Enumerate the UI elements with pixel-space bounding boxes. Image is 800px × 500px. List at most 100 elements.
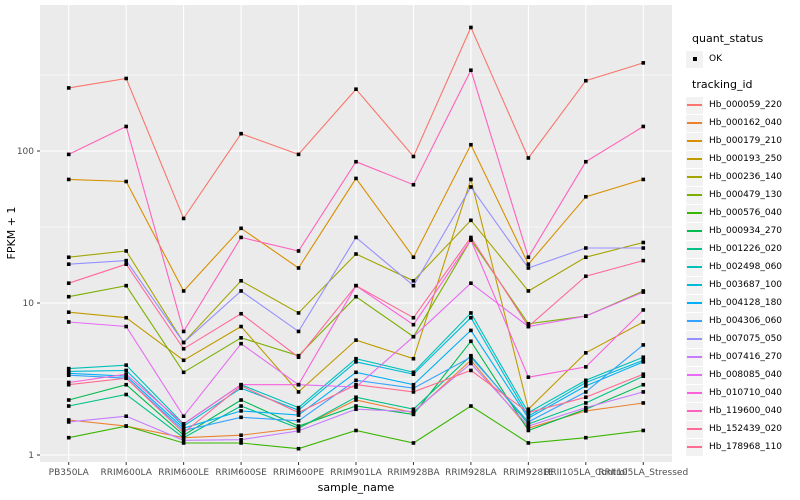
- data-point: [469, 315, 473, 320]
- data-point: [469, 358, 473, 363]
- data-point: [641, 61, 646, 65]
- data-point: [354, 385, 358, 389]
- data-point: [354, 378, 358, 383]
- data-point: [469, 361, 473, 366]
- data-point: [181, 358, 186, 363]
- legend-item-label: Hb_001226_020: [709, 244, 783, 254]
- data-point: [124, 374, 128, 378]
- data-point: [66, 366, 71, 371]
- data-point: [66, 152, 71, 157]
- data-point: [641, 382, 646, 387]
- legend-item-Hb_004306_060: Hb_004306_060: [686, 312, 798, 330]
- data-point: [181, 435, 186, 440]
- line-swatch-icon: [686, 294, 703, 312]
- data-point: [411, 382, 416, 387]
- legend-item-Hb_000059_220: Hb_000059_220: [686, 96, 798, 114]
- data-point: [181, 438, 186, 443]
- data-point: [296, 429, 301, 433]
- data-point: [584, 159, 588, 164]
- data-point: [124, 368, 128, 373]
- data-point: [181, 422, 186, 426]
- data-point: [411, 334, 416, 339]
- data-point: [354, 252, 358, 256]
- data-point: [526, 414, 531, 418]
- data-point: [181, 414, 186, 418]
- data-point: [584, 365, 588, 369]
- data-point: [526, 424, 531, 428]
- data-point: [354, 356, 358, 361]
- data-point: [124, 392, 128, 397]
- legend-item-label: Hb_178968_110: [709, 442, 783, 452]
- data-point: [526, 262, 531, 266]
- data-point: [584, 378, 588, 383]
- legend-item-label: Hb_007075_050: [709, 334, 783, 344]
- data-point: [469, 68, 473, 73]
- legend-item-Hb_000479_130: Hb_000479_130: [686, 186, 798, 204]
- data-point: [469, 25, 473, 30]
- legend-item-label: Hb_000576_040: [709, 208, 783, 218]
- data-point: [239, 384, 243, 388]
- data-point: [411, 182, 416, 187]
- legend-item-label: Hb_000179_210: [709, 136, 783, 146]
- data-point: [584, 395, 588, 400]
- data-point: [354, 382, 358, 387]
- data-point: [66, 294, 71, 299]
- data-point: [526, 156, 531, 160]
- data-point: [296, 446, 301, 451]
- data-point: [411, 409, 416, 414]
- data-point: [124, 179, 128, 184]
- data-point: [296, 152, 301, 157]
- data-point: [584, 274, 588, 279]
- data-point: [239, 278, 243, 283]
- legend-item-label: Hb_000236_140: [709, 172, 783, 182]
- line-swatch-icon: [686, 420, 703, 438]
- data-point: [354, 176, 358, 181]
- legend-item-ok: OK: [686, 50, 798, 68]
- point-icon: [686, 50, 703, 68]
- data-point: [526, 407, 531, 412]
- data-point: [124, 315, 128, 320]
- x-tick-label: RRIM600LA: [100, 468, 152, 478]
- data-point: [354, 283, 358, 288]
- data-point: [411, 386, 416, 391]
- data-point: [354, 395, 358, 400]
- data-point: [584, 405, 588, 410]
- data-point: [584, 314, 588, 318]
- data-point: [526, 255, 531, 260]
- legend-item-Hb_000576_040: Hb_000576_040: [686, 204, 798, 222]
- legend-item-Hb_002498_060: Hb_002498_060: [686, 258, 798, 276]
- data-point: [296, 410, 301, 415]
- data-point: [66, 435, 71, 440]
- data-point: [469, 368, 473, 373]
- data-point: [584, 384, 588, 388]
- data-point: [641, 124, 646, 129]
- data-point: [124, 372, 128, 377]
- line-swatch-icon: [686, 222, 703, 240]
- data-point: [411, 278, 416, 283]
- data-point: [469, 185, 473, 189]
- data-point: [239, 289, 243, 293]
- data-point: [66, 255, 71, 260]
- data-point: [181, 441, 186, 445]
- data-point: [641, 343, 646, 347]
- data-point: [239, 404, 243, 408]
- data-point: [124, 382, 128, 387]
- data-point: [411, 412, 416, 417]
- x-tick-label: RRIM928LA: [445, 468, 497, 478]
- legend-item-Hb_003687_100: Hb_003687_100: [686, 276, 798, 294]
- data-point: [124, 376, 128, 381]
- legend-item-label: Hb_152439_020: [709, 424, 783, 434]
- data-point: [641, 390, 646, 394]
- legend: quant_status OK tracking_id Hb_000059_22…: [686, 26, 798, 456]
- data-point: [124, 262, 128, 266]
- data-point: [296, 390, 301, 394]
- data-point: [239, 409, 243, 413]
- data-point: [296, 382, 301, 387]
- data-point: [181, 289, 186, 293]
- legend-item-Hb_119600_040: Hb_119600_040: [686, 402, 798, 420]
- data-point: [354, 398, 358, 402]
- data-point: [469, 328, 473, 333]
- legend-item-Hb_178968_110: Hb_178968_110: [686, 438, 798, 456]
